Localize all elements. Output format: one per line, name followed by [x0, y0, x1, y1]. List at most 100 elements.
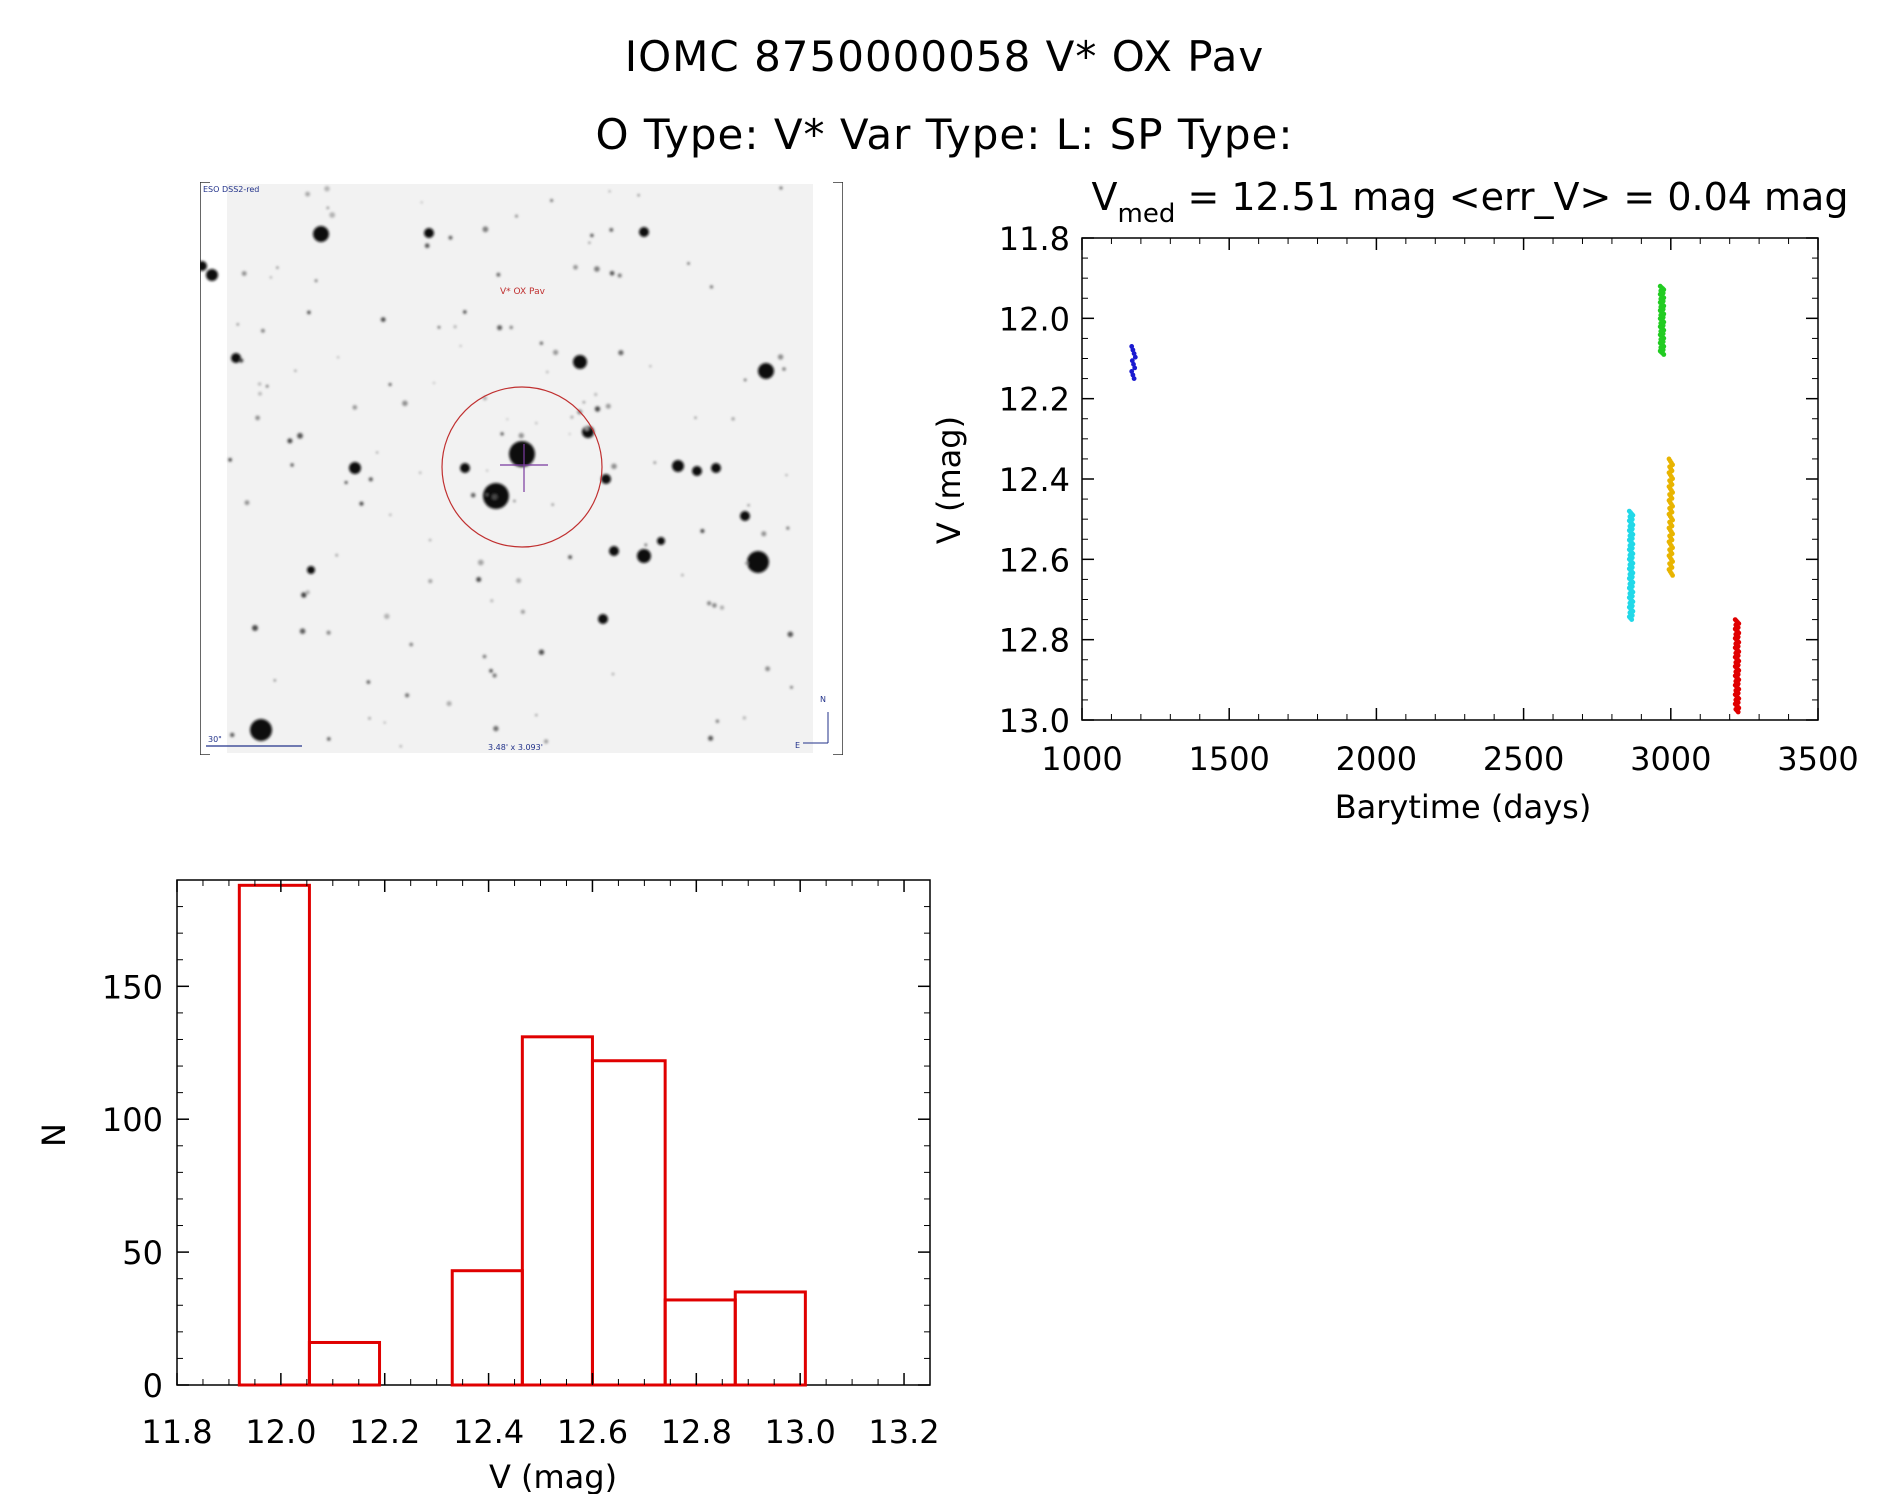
histogram-bar	[307, 1340, 382, 1387]
star	[200, 261, 207, 271]
star	[515, 214, 518, 218]
star	[460, 463, 470, 473]
star	[326, 206, 329, 209]
star	[535, 714, 538, 717]
star	[337, 356, 339, 359]
star	[326, 630, 331, 635]
star	[258, 382, 262, 386]
y-tick-label: 11.8	[999, 220, 1070, 258]
page-title: IOMC 8750000058 V* OX Pav	[624, 32, 1265, 81]
star	[543, 739, 549, 744]
star	[493, 725, 499, 732]
star	[307, 310, 311, 315]
star	[470, 492, 476, 498]
y-tick-label: 12.2	[999, 381, 1070, 419]
star	[388, 383, 392, 386]
star	[476, 577, 482, 582]
star	[324, 186, 330, 192]
star	[758, 363, 774, 379]
star	[553, 349, 559, 355]
star	[424, 243, 430, 248]
x-tick-label: 3500	[1777, 740, 1858, 778]
star	[463, 310, 467, 314]
star	[383, 721, 386, 724]
star	[384, 613, 390, 619]
data-point	[1131, 351, 1137, 356]
star	[546, 370, 549, 374]
histogram-bar	[590, 1059, 667, 1387]
x-tick-label: 11.8	[141, 1413, 212, 1451]
star	[550, 199, 554, 202]
star	[299, 628, 306, 634]
star	[236, 323, 239, 326]
star	[459, 345, 462, 347]
star	[761, 531, 767, 537]
star	[250, 719, 272, 741]
data-point	[1130, 372, 1136, 378]
star	[305, 590, 310, 595]
star	[380, 317, 386, 322]
star	[609, 271, 615, 276]
star	[715, 719, 720, 723]
target-circle	[441, 386, 603, 548]
star	[637, 194, 640, 197]
star	[230, 732, 235, 738]
star	[637, 549, 651, 563]
star	[301, 592, 307, 598]
star	[617, 273, 622, 278]
data-point	[1735, 709, 1741, 715]
star	[785, 474, 788, 476]
star	[707, 601, 712, 606]
star	[509, 441, 535, 467]
y-tick-label: 13.0	[999, 702, 1070, 740]
histogram-frame	[176, 879, 931, 1386]
star	[231, 353, 241, 363]
star	[777, 354, 784, 360]
histogram-bar	[237, 883, 311, 1387]
star	[608, 190, 611, 193]
star	[598, 614, 608, 624]
star	[639, 227, 649, 237]
histogram-bars	[237, 883, 807, 1387]
star	[601, 474, 611, 484]
histogram-xlabel: V (mag)	[489, 1458, 617, 1494]
star	[258, 391, 262, 396]
x-tick-label: 12.0	[245, 1413, 316, 1451]
x-tick-label: 13.0	[765, 1413, 836, 1451]
x-tick-label: 12.6	[557, 1413, 628, 1451]
data-point	[1129, 344, 1135, 349]
sky-image: V* OX Pav ESO DSS2-red 30" 3.48' x 3.093…	[200, 182, 843, 755]
x-tick-label: 2000	[1336, 740, 1417, 778]
north-label: N	[820, 695, 826, 704]
star	[448, 235, 453, 240]
star	[482, 654, 487, 659]
histogram-chart: 11.8 12.0 12.2 12.4 12.6 12.8 13.0 13.2 0 50 100 15…	[40, 879, 940, 1494]
star	[265, 384, 269, 388]
data-point	[1132, 365, 1138, 371]
star	[368, 477, 373, 482]
star	[486, 493, 488, 496]
star	[424, 228, 434, 238]
star	[538, 649, 545, 655]
star	[453, 325, 457, 329]
star	[609, 228, 614, 232]
star	[712, 603, 717, 608]
star	[747, 504, 750, 507]
star	[437, 326, 441, 329]
survey-label: ESO DSS2-red	[203, 185, 259, 194]
x-tick-label: 1500	[1188, 740, 1269, 778]
star	[297, 432, 303, 439]
star	[327, 737, 331, 741]
data-point	[1131, 376, 1137, 381]
star	[594, 406, 601, 412]
star	[489, 669, 493, 673]
sky-field	[227, 184, 813, 753]
y-tick-label: 12.0	[999, 300, 1070, 338]
star	[428, 579, 433, 584]
star	[582, 401, 585, 404]
data-point	[1661, 352, 1667, 357]
x-tick-label: 2500	[1483, 740, 1564, 778]
y-tick-label: 12.8	[999, 622, 1070, 660]
star	[307, 566, 315, 574]
x-tick-label: 12.2	[349, 1413, 420, 1451]
